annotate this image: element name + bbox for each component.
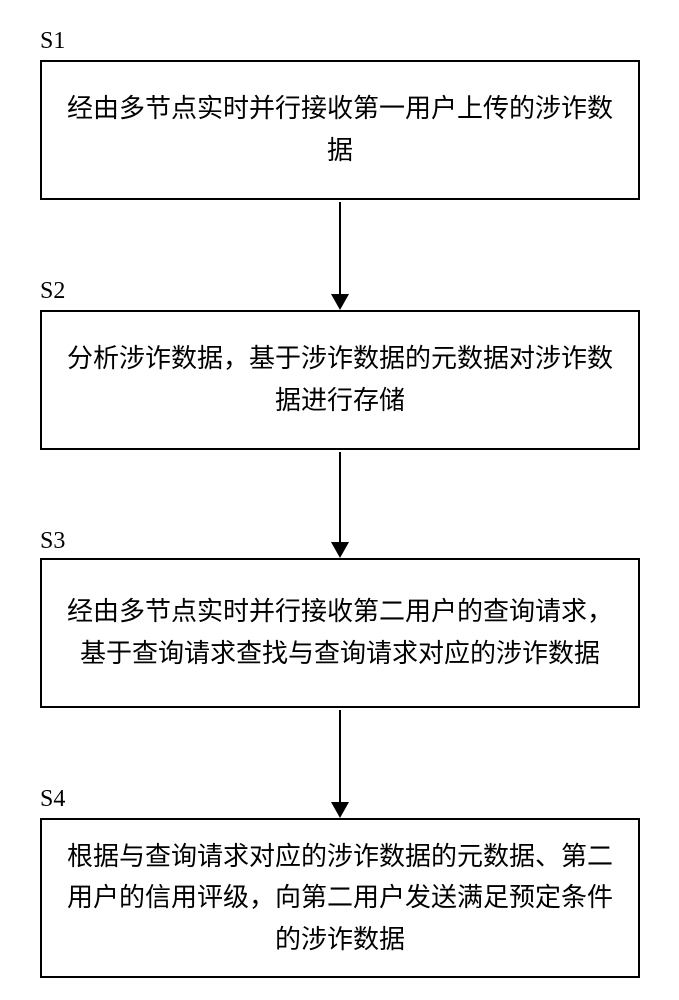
- step-label-s4: S4: [40, 786, 65, 813]
- step-box-s2: 分析涉诈数据，基于涉诈数据的元数据对涉诈数据进行存储: [40, 310, 640, 450]
- flowchart-canvas: S1 经由多节点实时并行接收第一用户上传的涉诈数据 S2 分析涉诈数据，基于涉诈…: [0, 0, 679, 1000]
- arrow-s1-s2: [331, 202, 349, 310]
- step-label-s3: S3: [40, 528, 65, 555]
- step-text-s2: 分析涉诈数据，基于涉诈数据的元数据对涉诈数据进行存储: [62, 338, 618, 421]
- arrow-s3-s4: [331, 710, 349, 818]
- step-label-s1: S1: [40, 28, 65, 55]
- step-box-s3: 经由多节点实时并行接收第二用户的查询请求，基于查询请求查找与查询请求对应的涉诈数…: [40, 558, 640, 708]
- step-text-s4: 根据与查询请求对应的涉诈数据的元数据、第二用户的信用评级，向第二用户发送满足预定…: [62, 836, 618, 961]
- step-text-s1: 经由多节点实时并行接收第一用户上传的涉诈数据: [62, 88, 618, 171]
- step-text-s3: 经由多节点实时并行接收第二用户的查询请求，基于查询请求查找与查询请求对应的涉诈数…: [62, 591, 618, 674]
- arrow-s2-s3: [331, 452, 349, 558]
- step-box-s4: 根据与查询请求对应的涉诈数据的元数据、第二用户的信用评级，向第二用户发送满足预定…: [40, 818, 640, 978]
- step-box-s1: 经由多节点实时并行接收第一用户上传的涉诈数据: [40, 60, 640, 200]
- step-label-s2: S2: [40, 278, 65, 305]
